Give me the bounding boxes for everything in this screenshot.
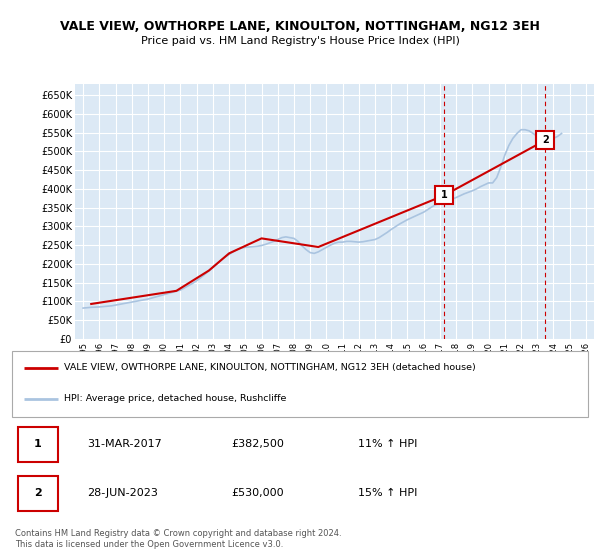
Text: 1: 1 — [440, 190, 448, 200]
Text: 31-MAR-2017: 31-MAR-2017 — [87, 440, 161, 449]
Text: 2: 2 — [542, 135, 549, 145]
Text: £530,000: £530,000 — [231, 488, 284, 498]
Text: Price paid vs. HM Land Registry's House Price Index (HPI): Price paid vs. HM Land Registry's House … — [140, 36, 460, 46]
Text: VALE VIEW, OWTHORPE LANE, KINOULTON, NOTTINGHAM, NG12 3EH: VALE VIEW, OWTHORPE LANE, KINOULTON, NOT… — [60, 20, 540, 32]
Text: Contains HM Land Registry data © Crown copyright and database right 2024.
This d: Contains HM Land Registry data © Crown c… — [15, 529, 341, 549]
Text: 2: 2 — [34, 488, 42, 498]
Text: HPI: Average price, detached house, Rushcliffe: HPI: Average price, detached house, Rush… — [64, 394, 286, 403]
Text: 1: 1 — [34, 440, 42, 449]
FancyBboxPatch shape — [12, 351, 588, 417]
Text: £382,500: £382,500 — [231, 440, 284, 449]
Text: 11% ↑ HPI: 11% ↑ HPI — [358, 440, 417, 449]
Text: 28-JUN-2023: 28-JUN-2023 — [87, 488, 158, 498]
Text: 15% ↑ HPI: 15% ↑ HPI — [358, 488, 417, 498]
Text: VALE VIEW, OWTHORPE LANE, KINOULTON, NOTTINGHAM, NG12 3EH (detached house): VALE VIEW, OWTHORPE LANE, KINOULTON, NOT… — [64, 363, 476, 372]
FancyBboxPatch shape — [18, 427, 58, 462]
FancyBboxPatch shape — [18, 476, 58, 511]
